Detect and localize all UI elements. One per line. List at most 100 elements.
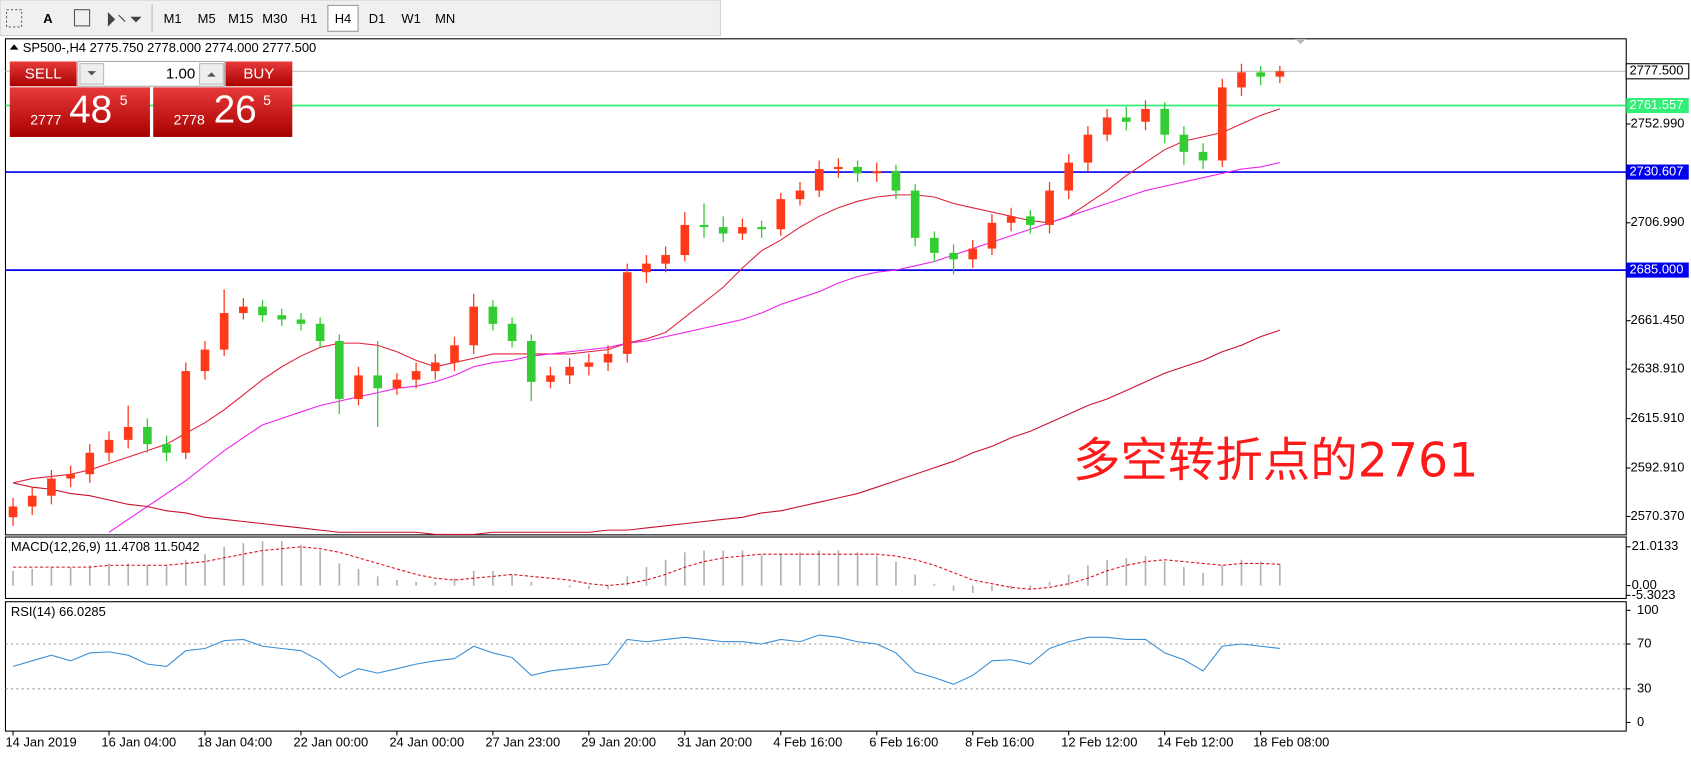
icon-text[interactable]: A — [43, 11, 52, 26]
arrow-down — [87, 71, 97, 76]
candle-body — [66, 474, 75, 479]
candle-body — [1275, 71, 1285, 77]
candle-body — [430, 362, 440, 372]
candle-body — [680, 224, 690, 256]
candle-body — [968, 248, 978, 260]
candle-body — [1141, 108, 1150, 122]
y-tick-label: -5.3023 — [1632, 587, 1676, 602]
buy-big: 2778 — [174, 111, 205, 127]
candle-body — [85, 452, 95, 475]
candle-body — [354, 375, 363, 400]
moving-average — [12, 329, 1281, 535]
timeframe-button[interactable]: M5 — [198, 11, 216, 26]
candle-body — [1026, 216, 1035, 225]
candle-body — [642, 263, 651, 273]
toolbar-icons[interactable]: A — [6, 9, 142, 28]
y-tick-label: 30 — [1637, 680, 1651, 695]
sell-price-box[interactable] — [9, 87, 150, 137]
candle-body — [1102, 117, 1112, 135]
candle-body — [987, 222, 997, 249]
active-timeframe — [327, 4, 359, 32]
trade-panel: SELL 1.00 BUY 2777 48 5 2778 26 5 — [9, 60, 293, 137]
x-tick-label: 14 Jan 2019 — [5, 734, 76, 749]
y-tick-label: 2570.370 — [1631, 508, 1685, 523]
candle-body — [853, 166, 862, 174]
candle-body — [891, 171, 901, 191]
candle-body — [622, 272, 632, 354]
icon-select[interactable] — [6, 9, 23, 28]
icon-label[interactable] — [73, 9, 91, 27]
timeframe-button[interactable]: D1 — [369, 11, 386, 26]
macd-label: MACD(12,26,9) 11.4708 11.5042 — [11, 539, 200, 554]
buy-pips: 26 — [214, 88, 257, 131]
candle-body — [335, 341, 344, 400]
candle-body — [930, 237, 939, 253]
buy-price-box[interactable] — [153, 87, 293, 137]
timeframe-button[interactable]: H4 — [335, 11, 352, 26]
macd-signal — [13, 546, 1280, 590]
x-tick-label: 24 Jan 00:00 — [389, 734, 464, 749]
timeframes: M1 M5 M15 M30 H1 H4 D1 W1 MN — [164, 4, 455, 32]
candle-body — [488, 306, 498, 324]
x-tick-label: 29 Jan 20:00 — [581, 734, 656, 749]
level-label: 2685.000 — [1629, 261, 1683, 276]
level-box — [1626, 97, 1689, 114]
timeframe-button[interactable]: M15 — [228, 11, 253, 26]
x-tick-label: 6 Feb 16:00 — [869, 734, 938, 749]
level-box — [1626, 262, 1689, 278]
buy-button[interactable] — [225, 61, 293, 87]
candle-body — [469, 306, 478, 346]
candle-body — [392, 379, 402, 389]
candle-body — [200, 349, 210, 372]
macd-pane — [4, 536, 1627, 600]
candle-body — [718, 227, 728, 234]
candle-body — [104, 439, 114, 453]
sell-big: 2777 — [30, 111, 61, 127]
sell-button[interactable] — [9, 61, 77, 87]
candle-body — [526, 341, 536, 382]
y-tick-label: 2752.990 — [1631, 115, 1685, 130]
x-tick-label: 22 Jan 00:00 — [293, 734, 368, 749]
candle-body — [411, 371, 421, 380]
sell-label[interactable]: SELL — [25, 65, 62, 82]
timeframe-button[interactable]: W1 — [401, 11, 420, 26]
plot: 2752.990 2706.990 2661.450 2638.910 2615.910… — [5, 63, 1690, 749]
buy-label[interactable]: BUY — [243, 65, 274, 82]
candle-body — [565, 366, 574, 376]
candle-body — [1217, 87, 1227, 161]
toolbar — [0, 0, 721, 37]
candle-body — [661, 255, 670, 264]
candle-body — [450, 345, 459, 363]
icon-arrows[interactable] — [107, 12, 142, 27]
candle-body — [8, 506, 18, 518]
collapse-icon — [9, 44, 19, 50]
x-tick-label: 14 Feb 12:00 — [1157, 734, 1233, 749]
moving-average — [108, 162, 1280, 533]
rsi-label: RSI(14) 66.0285 — [11, 604, 106, 619]
level-label: 2761.557 — [1629, 97, 1683, 112]
timeframe-button[interactable]: M1 — [164, 11, 182, 26]
candle-body — [795, 190, 805, 200]
level-box — [1626, 164, 1689, 180]
y-tick-label: 0 — [1637, 714, 1644, 729]
candle-body — [258, 306, 267, 316]
current-price-label: 2777.500 — [1629, 63, 1683, 78]
candle-body — [239, 306, 248, 314]
candle-body — [834, 166, 843, 170]
timeframe-button[interactable]: MN — [435, 11, 455, 26]
y-tick-label: 2638.910 — [1631, 361, 1685, 376]
x-tick-label: 27 Jan 23:00 — [485, 734, 560, 749]
arrow-up — [207, 72, 216, 77]
rsi-pane — [4, 601, 1627, 732]
candle-body — [296, 319, 306, 324]
timeframe-button[interactable]: M30 — [262, 11, 287, 26]
candle-body — [1160, 108, 1170, 135]
timeframe-button[interactable]: H1 — [301, 11, 318, 26]
volume-value[interactable]: 1.00 — [166, 65, 195, 82]
y-tick-label: 2592.910 — [1631, 459, 1685, 474]
candle-body — [949, 252, 958, 260]
candle-body — [872, 171, 882, 174]
chart-title: SP500-,H4 2775.750 2778.000 2774.000 277… — [23, 40, 317, 55]
